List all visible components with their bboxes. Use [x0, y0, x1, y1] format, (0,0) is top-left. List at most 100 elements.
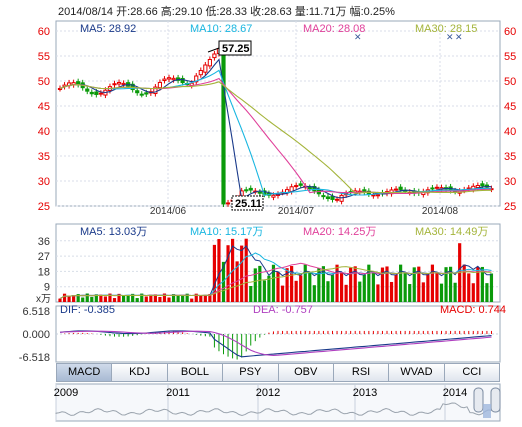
price-tick-left: 55	[38, 51, 50, 63]
price-candle	[121, 82, 126, 85]
volume-bar	[335, 264, 339, 302]
price-x-label: 2014/06	[150, 206, 187, 217]
price-ma10-label: MA10: 28.67	[190, 23, 252, 35]
tab-boll[interactable]: BOLL	[166, 363, 223, 382]
price-tick-right: 25	[504, 201, 516, 213]
price-candle	[248, 187, 253, 191]
navigator-year-label: 2013	[353, 387, 377, 399]
volume-bar	[389, 281, 394, 302]
price-candle	[375, 194, 381, 197]
price-candle	[430, 187, 435, 190]
volume-bar	[140, 293, 144, 302]
volume-unit: x万	[36, 294, 51, 305]
macd-dea-line	[59, 330, 492, 356]
navigator-right-handle[interactable]	[490, 387, 501, 413]
volume-bar	[358, 281, 362, 302]
volume-bar	[176, 295, 180, 302]
price-candle	[294, 185, 299, 188]
price-candle	[212, 53, 217, 59]
volume-bar	[467, 273, 471, 302]
high-callout: 57.25	[222, 43, 250, 55]
volume-bar	[62, 293, 67, 302]
price-candle	[434, 186, 440, 189]
volume-bar	[367, 264, 371, 302]
price-tick-right: 55	[504, 51, 516, 63]
volume-bar	[162, 293, 167, 302]
volume-ma-line	[59, 266, 492, 300]
tab-macd[interactable]: MACD	[56, 363, 112, 382]
tab-kdj[interactable]: KDJ	[111, 363, 167, 382]
close-label: 收:	[250, 6, 265, 18]
price-candle	[153, 86, 158, 95]
close-x-icon[interactable]: ✕	[354, 32, 362, 42]
volume-bar	[131, 293, 135, 302]
volume-bar	[408, 284, 412, 302]
price-candle	[244, 189, 249, 192]
volume-bar	[81, 297, 85, 302]
volume-bar	[85, 293, 89, 302]
navigator-year-label: 2012	[256, 387, 280, 399]
volume-bar	[380, 267, 385, 302]
volume-bar	[294, 280, 298, 302]
low-value: 28.33	[219, 6, 248, 18]
volume-tick: 9	[44, 282, 50, 294]
volume-bar	[258, 265, 262, 302]
tab-obv[interactable]: OBV	[277, 363, 333, 382]
navigator-year-label: 2011	[166, 387, 190, 399]
tab-wvad[interactable]: WVAD	[388, 363, 444, 382]
open-label: 开:	[116, 6, 131, 18]
volume-bar	[376, 284, 380, 302]
price-candle	[135, 90, 140, 94]
price-tick-right: 45	[504, 101, 516, 113]
navigator-window[interactable]	[483, 404, 491, 418]
price-candle	[98, 92, 103, 95]
macd-dif-line	[59, 330, 492, 358]
volume-bar	[299, 275, 303, 302]
close-x-icon[interactable]: ✕	[446, 32, 454, 42]
volume-tick: 18	[38, 266, 50, 278]
tab-cci[interactable]: CCI	[443, 363, 500, 382]
volume-bar	[435, 273, 439, 302]
price-x-label: 2014/08	[422, 206, 459, 217]
volume-bar	[462, 264, 466, 302]
price-candle	[312, 185, 317, 192]
navigator-left-handle[interactable]	[473, 387, 484, 413]
volume-bar	[194, 293, 198, 302]
volume-bar	[76, 294, 80, 302]
close-value: 28.63	[264, 6, 292, 18]
close-x-icon[interactable]: ✕	[455, 32, 463, 42]
price-tick-right: 50	[504, 76, 516, 88]
price-tick-left: 30	[38, 176, 50, 188]
volume-bar	[99, 294, 103, 302]
volume-bar	[67, 295, 71, 302]
volume-bar	[203, 295, 207, 302]
volume-bar	[285, 268, 289, 302]
volume-bar	[126, 295, 130, 302]
tab-rsi[interactable]: RSI	[332, 363, 389, 382]
volume-bar	[385, 266, 389, 302]
volume-bar	[135, 298, 139, 302]
volume-ma30-label: MA30: 14.49万	[415, 226, 488, 238]
price-candle	[475, 185, 480, 189]
volume-bar	[153, 294, 157, 302]
price-candle	[398, 186, 403, 190]
price-candle	[334, 198, 340, 201]
price-candle	[393, 188, 399, 191]
volume-bar	[249, 286, 253, 302]
volume-bar	[444, 267, 448, 302]
tab-psy[interactable]: PSY	[222, 363, 278, 382]
volume-bar	[244, 238, 248, 302]
volume-bar	[262, 280, 266, 302]
volume-bar	[489, 273, 494, 302]
volume-bar	[199, 295, 203, 302]
price-candle	[116, 82, 122, 85]
price-tick-left: 50	[38, 76, 50, 88]
volume-bar	[485, 283, 489, 302]
volume-ma20-label: MA20: 14.25万	[303, 226, 376, 238]
price-candle	[76, 81, 81, 85]
volume-bar	[280, 285, 285, 302]
price-candle	[85, 88, 90, 92]
volume-ma5-label: MA5: 13.03万	[80, 226, 147, 238]
price-tick-right: 30	[504, 176, 516, 188]
